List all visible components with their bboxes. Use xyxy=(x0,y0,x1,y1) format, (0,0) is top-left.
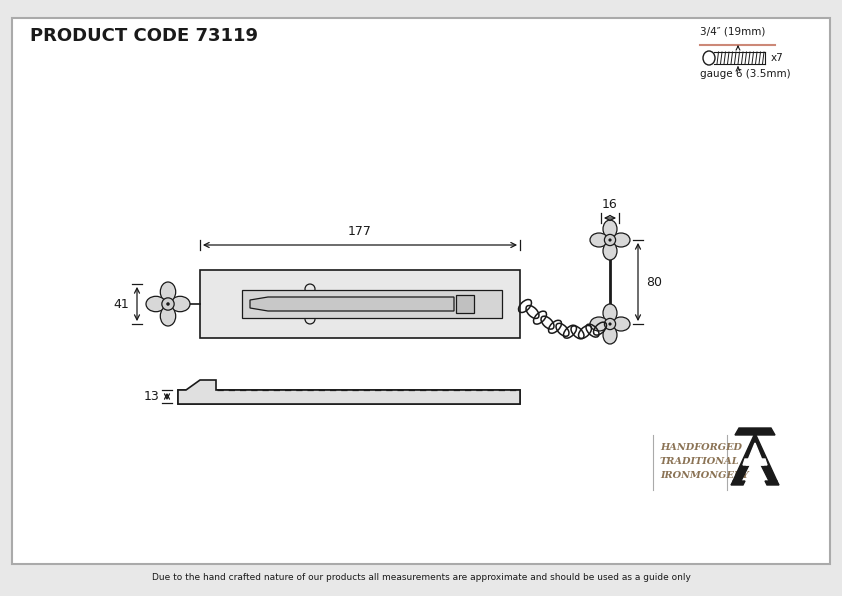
Ellipse shape xyxy=(603,326,617,344)
Bar xyxy=(178,390,520,404)
Text: 177: 177 xyxy=(348,225,372,238)
Circle shape xyxy=(609,322,611,325)
Text: TRADITIONAL: TRADITIONAL xyxy=(660,458,739,467)
Ellipse shape xyxy=(603,220,617,238)
Text: 16: 16 xyxy=(602,198,618,211)
Polygon shape xyxy=(765,481,779,485)
Polygon shape xyxy=(735,428,775,435)
Text: Due to the hand crafted nature of our products all measurements are approximate : Due to the hand crafted nature of our pr… xyxy=(152,573,690,582)
Polygon shape xyxy=(178,380,520,404)
Text: 3/4″ (19mm): 3/4″ (19mm) xyxy=(700,27,765,37)
Circle shape xyxy=(166,302,170,306)
Bar xyxy=(242,290,502,318)
Circle shape xyxy=(605,318,616,330)
Ellipse shape xyxy=(612,317,630,331)
Circle shape xyxy=(162,298,174,310)
Ellipse shape xyxy=(612,233,630,247)
Ellipse shape xyxy=(603,242,617,260)
Text: 41: 41 xyxy=(114,297,129,311)
Ellipse shape xyxy=(590,317,608,331)
Text: PRODUCT CODE 73119: PRODUCT CODE 73119 xyxy=(30,27,258,45)
Bar xyxy=(200,270,520,338)
Polygon shape xyxy=(746,443,764,465)
Ellipse shape xyxy=(170,296,190,312)
Ellipse shape xyxy=(160,282,176,302)
Ellipse shape xyxy=(160,306,176,326)
Bar xyxy=(456,295,474,313)
Text: gauge 6 (3.5mm): gauge 6 (3.5mm) xyxy=(700,69,791,79)
Polygon shape xyxy=(731,481,745,485)
Text: 13: 13 xyxy=(143,390,159,403)
Polygon shape xyxy=(733,433,777,481)
Text: 80: 80 xyxy=(646,275,662,288)
Ellipse shape xyxy=(603,304,617,322)
Polygon shape xyxy=(250,297,454,311)
Text: HANDFORGED: HANDFORGED xyxy=(660,443,742,452)
Ellipse shape xyxy=(590,233,608,247)
Circle shape xyxy=(605,234,616,246)
Text: IRONMONGERY: IRONMONGERY xyxy=(660,471,749,480)
Circle shape xyxy=(609,238,611,241)
Ellipse shape xyxy=(146,296,166,312)
Text: x7: x7 xyxy=(771,53,784,63)
Polygon shape xyxy=(743,459,767,465)
